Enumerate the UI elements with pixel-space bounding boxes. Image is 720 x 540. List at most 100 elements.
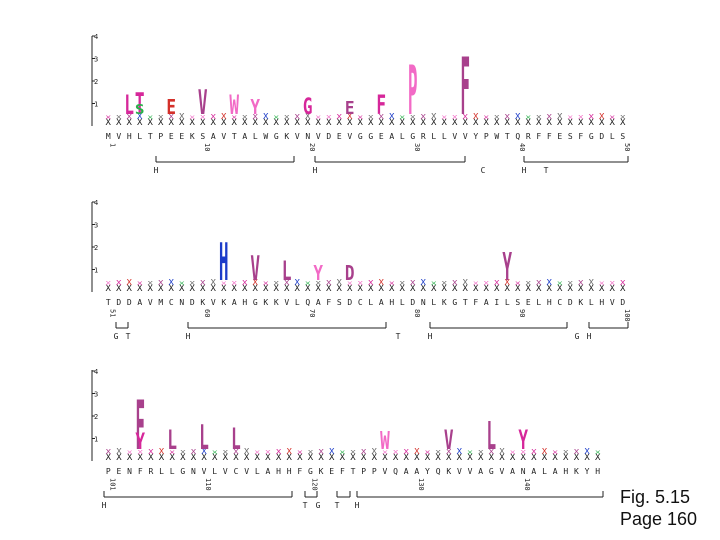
logo-background-letter: X xyxy=(148,116,154,121)
position-label: 70 xyxy=(308,309,316,317)
logo-background-letter: X xyxy=(531,453,537,463)
logo-background-letter: X xyxy=(452,118,458,128)
sequence-residue: F xyxy=(138,467,143,476)
logo-background-letter: X xyxy=(421,284,427,294)
logo-background-letter: X xyxy=(326,114,332,121)
logo-letter-f: F xyxy=(135,386,145,466)
sequence-residue: V xyxy=(316,132,321,141)
structure-label: T xyxy=(396,332,401,341)
logo-background-letter: X xyxy=(244,453,250,463)
logo-background-letter: X xyxy=(542,453,548,463)
logo-background-letter: X xyxy=(510,451,516,456)
sequence-residue: S xyxy=(620,132,625,141)
sequence-residue: W xyxy=(494,132,499,141)
sequence-residue: G xyxy=(358,132,363,141)
logo-background-letter: X xyxy=(337,284,343,294)
logo-background-letter: X xyxy=(510,453,516,463)
sequence-residue: P xyxy=(158,132,163,141)
sequence-residue: K xyxy=(284,132,289,141)
structure-label: H xyxy=(587,332,592,341)
sequence-residue: V xyxy=(383,467,388,476)
structure-label: H xyxy=(428,332,433,341)
logo-background-letter: X xyxy=(138,449,144,456)
logo-background-letter: X xyxy=(316,280,322,287)
logo-background-letter: X xyxy=(340,451,346,456)
sequence-residue: M xyxy=(106,132,111,141)
sequence-residue: F xyxy=(578,132,583,141)
logo-background-letter: X xyxy=(389,112,395,121)
logo-background-letter: X xyxy=(200,279,206,287)
logo-background-letter: X xyxy=(340,453,346,463)
y-tick-label: 3 xyxy=(94,222,98,230)
logo-background-letter: X xyxy=(347,112,353,121)
sequence-residue: V xyxy=(211,298,216,307)
logo-background-letter: X xyxy=(116,447,122,456)
sequence-residue: V xyxy=(202,467,207,476)
logo-background-letter: X xyxy=(326,279,332,287)
logo-background-letter: X xyxy=(473,282,479,287)
logo-background-letter: X xyxy=(574,453,580,463)
position-label: 100 xyxy=(623,309,631,322)
sequence-residue: G xyxy=(368,132,373,141)
logo-background-letter: X xyxy=(563,449,569,456)
sequence-residue: D xyxy=(599,132,604,141)
logo-background-letter: X xyxy=(620,279,626,287)
logo-background-letter: X xyxy=(127,453,133,463)
sequence-residue: A xyxy=(531,467,536,476)
logo-background-letter: X xyxy=(484,118,490,128)
logo-background-letter: X xyxy=(358,280,364,287)
sequence-residue: H xyxy=(547,298,552,307)
sequence-residue: T xyxy=(351,467,356,476)
logo-background-letter: X xyxy=(452,279,458,287)
logo-background-letter: X xyxy=(263,282,269,287)
sequence-residue: V xyxy=(500,467,505,476)
sequence-residue: T xyxy=(148,132,153,141)
sequence-residue: Q xyxy=(393,467,398,476)
logo-background-letter: X xyxy=(190,280,196,287)
logo-background-letter: X xyxy=(179,282,185,287)
logo-letter-h: H xyxy=(219,233,229,294)
sequence-residue: N xyxy=(127,467,132,476)
logo-letter-d: D xyxy=(345,262,355,285)
logo-letter-f: F xyxy=(376,90,386,122)
logo-background-letter: X xyxy=(106,284,112,294)
logo-background-letter: X xyxy=(410,279,416,287)
logo-background-letter: X xyxy=(431,284,437,294)
logo-background-letter: X xyxy=(435,453,441,463)
logo-background-letter: X xyxy=(127,451,133,456)
logo-background-letter: X xyxy=(148,280,154,287)
logo-background-letter: X xyxy=(329,447,335,456)
sequence-residue: K xyxy=(574,467,579,476)
logo-background-letter: X xyxy=(568,280,574,287)
structure-label: G xyxy=(316,501,321,510)
logo-background-letter: X xyxy=(316,118,322,128)
sequence-residue: V xyxy=(468,467,473,476)
y-tick-label: 1 xyxy=(94,101,98,109)
sequence-residue: A xyxy=(389,132,394,141)
logo-background-letter: X xyxy=(169,284,175,294)
logo-letter-y: Y xyxy=(518,425,528,457)
logo-background-letter: X xyxy=(127,118,133,128)
logo-background-letter: X xyxy=(297,453,303,463)
logo-background-letter: X xyxy=(255,451,261,456)
logo-background-letter: X xyxy=(337,278,343,287)
logo-background-letter: X xyxy=(242,118,248,128)
logo-letter-y: Y xyxy=(250,96,260,119)
sequence-residue: E xyxy=(557,132,562,141)
logo-letter-l: L xyxy=(282,256,292,288)
position-label: 80 xyxy=(413,309,421,317)
logo-background-letter: X xyxy=(457,447,463,456)
logo-background-letter: X xyxy=(467,451,473,456)
sequence-residue: V xyxy=(148,298,153,307)
logo-background-letter: X xyxy=(599,112,605,121)
logo-background-letter: X xyxy=(400,118,406,128)
logo-background-letter: X xyxy=(431,118,437,128)
sequence-residue: D xyxy=(620,298,625,307)
logo-background-letter: X xyxy=(265,453,271,463)
logo-background-letter: X xyxy=(211,113,217,121)
sequence-residue: A xyxy=(232,298,237,307)
logo-background-letter: X xyxy=(242,279,248,287)
sequence-residue: E xyxy=(117,467,122,476)
page-number: Page 160 xyxy=(620,509,698,529)
logo-background-letter: X xyxy=(191,453,197,463)
